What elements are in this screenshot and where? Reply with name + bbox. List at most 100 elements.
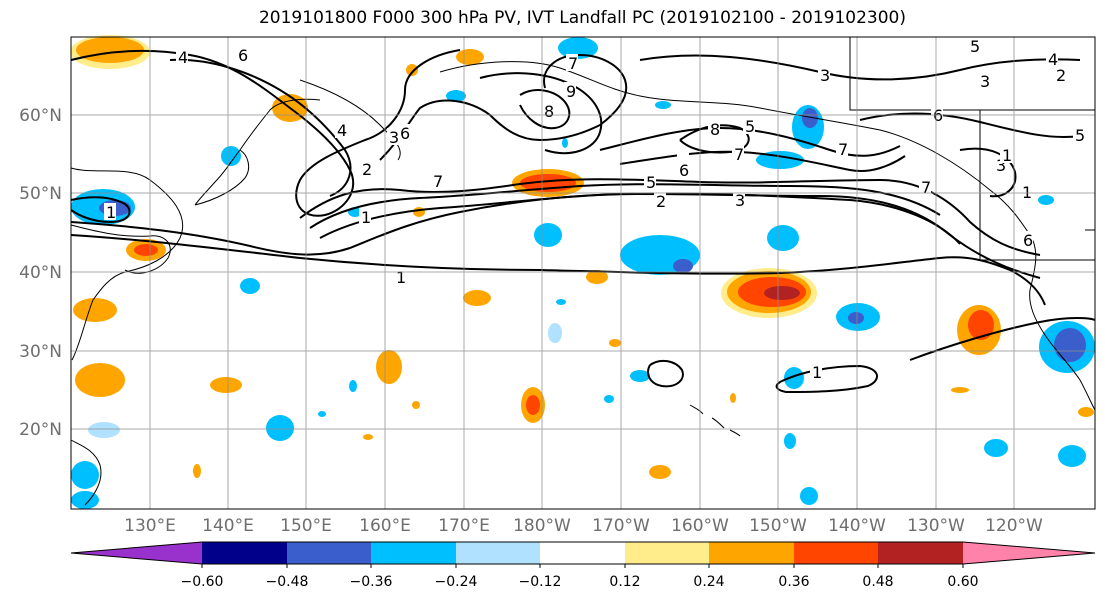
positive-anomaly (76, 37, 144, 63)
latitude-label: 20°N (19, 420, 62, 440)
positive-anomaly (210, 377, 242, 393)
clabel-halo (360, 160, 372, 177)
clabel-halo (1020, 183, 1032, 200)
positive-anomaly (764, 286, 800, 300)
map-frame (70, 36, 1096, 510)
contour-label: 2 (362, 160, 372, 179)
clabel-halo (743, 117, 755, 134)
contour-label: 1 (361, 208, 371, 227)
contour-label: 4 (1048, 50, 1058, 69)
colorbar-extend-max (963, 542, 1095, 564)
contour-label: 8 (710, 120, 720, 139)
pv-contour (909, 317, 1096, 361)
negative-anomaly (1054, 328, 1086, 362)
map-background (71, 37, 1095, 509)
negative-anomaly (88, 422, 120, 438)
contour-labels: 6 7 8 9 6 8 7 5 3 3 2 4 5 6 (104, 37, 1085, 382)
clabel-halo (1073, 126, 1085, 143)
longitude-label: 130°E (124, 516, 176, 536)
positive-anomaly (951, 387, 969, 393)
negative-anomaly (1038, 195, 1054, 205)
longitude-label: 160°E (359, 516, 411, 536)
pv-contour (775, 364, 878, 394)
pv-contour (519, 89, 571, 130)
pv-contour (70, 234, 1046, 306)
clabel-halo (644, 173, 656, 190)
negative-anomaly (71, 461, 99, 489)
contour-label: 8 (544, 102, 554, 121)
longitude-label: 150°W (749, 516, 807, 536)
pv-contour (319, 192, 961, 245)
colorbar-bin (540, 542, 625, 564)
positive-anomaly (526, 395, 540, 415)
negative-anomaly (548, 323, 562, 343)
contour-label: 2 (1056, 66, 1066, 85)
latitude-label: 50°N (19, 184, 62, 204)
contour-label: 3 (389, 128, 399, 147)
contour-label: 4 (337, 121, 347, 140)
colorbar-bin (878, 542, 963, 564)
longitude-label: 150°E (280, 516, 332, 536)
positive-anomaly (412, 401, 420, 409)
contour-label: 5 (646, 173, 656, 192)
negative-anomaly (767, 225, 799, 251)
latitude-label: 40°N (19, 263, 62, 283)
pv-contour (70, 196, 131, 224)
coastlines (70, 37, 1096, 506)
coastline-north-america (1029, 234, 1096, 411)
contour-label: 2 (656, 192, 666, 211)
contour-label: 7 (921, 178, 931, 197)
coastline-philippines (70, 439, 102, 506)
clabel-halo (104, 203, 116, 220)
coastline-kamchatka (299, 79, 401, 161)
positive-anomaly (609, 339, 621, 347)
contour-label: 3 (820, 66, 830, 85)
contour-label: 1 (106, 203, 116, 222)
positive-anomaly (406, 64, 418, 76)
pv-contour (647, 359, 684, 388)
positive-anomaly (456, 49, 484, 65)
clabel-halo (431, 172, 443, 189)
contour-label: 1 (1002, 146, 1012, 165)
colorbar-bin (794, 542, 878, 564)
positive-anomaly (463, 290, 491, 306)
clabel-halo (566, 54, 578, 71)
colorbar-bin (371, 542, 456, 564)
negative-anomaly (562, 138, 568, 148)
colorbar-bin (709, 542, 794, 564)
contour-label: 7 (838, 140, 848, 159)
colorbar-bin (456, 542, 540, 564)
negative-anomaly (784, 433, 796, 449)
colorbar-tick-label: −0.60 (181, 574, 224, 590)
pv-contour (379, 53, 628, 161)
longitude-label: 160°W (671, 516, 729, 536)
colorbar-tick-label: 0.24 (693, 574, 724, 590)
clabel-halo (677, 150, 689, 167)
clabel-halo (359, 208, 371, 225)
negative-anomaly (240, 278, 260, 294)
longitude-label: 140°E (202, 516, 254, 536)
positive-anomaly (75, 363, 125, 397)
longitude-labels: 130°E 140°E 150°E 160°E 170°E 180°W 170°W 160°W… (124, 516, 1043, 536)
positive-anomaly (376, 350, 402, 384)
coastline-alaska (439, 61, 1031, 236)
colorbar-bin (287, 542, 371, 564)
negative-anomaly (221, 146, 241, 166)
positive-anomaly (413, 207, 425, 217)
contour-label: 6 (679, 161, 689, 180)
positive-anomaly (968, 310, 994, 340)
positive-anomaly (134, 244, 158, 256)
latitude-label: 30°N (19, 342, 62, 362)
negative-anomaly (534, 223, 562, 247)
colorbar-bin (625, 542, 709, 564)
pv-contour (479, 72, 603, 155)
contour-label: 1 (812, 363, 822, 382)
clabel-halo (176, 48, 188, 65)
contour-label: 5 (970, 37, 980, 56)
negative-anomaly (630, 370, 650, 382)
negative-anomaly (848, 312, 864, 324)
negative-anomaly (266, 415, 294, 441)
pc-anomaly-shading (70, 35, 1095, 509)
negative-anomaly (984, 439, 1008, 457)
